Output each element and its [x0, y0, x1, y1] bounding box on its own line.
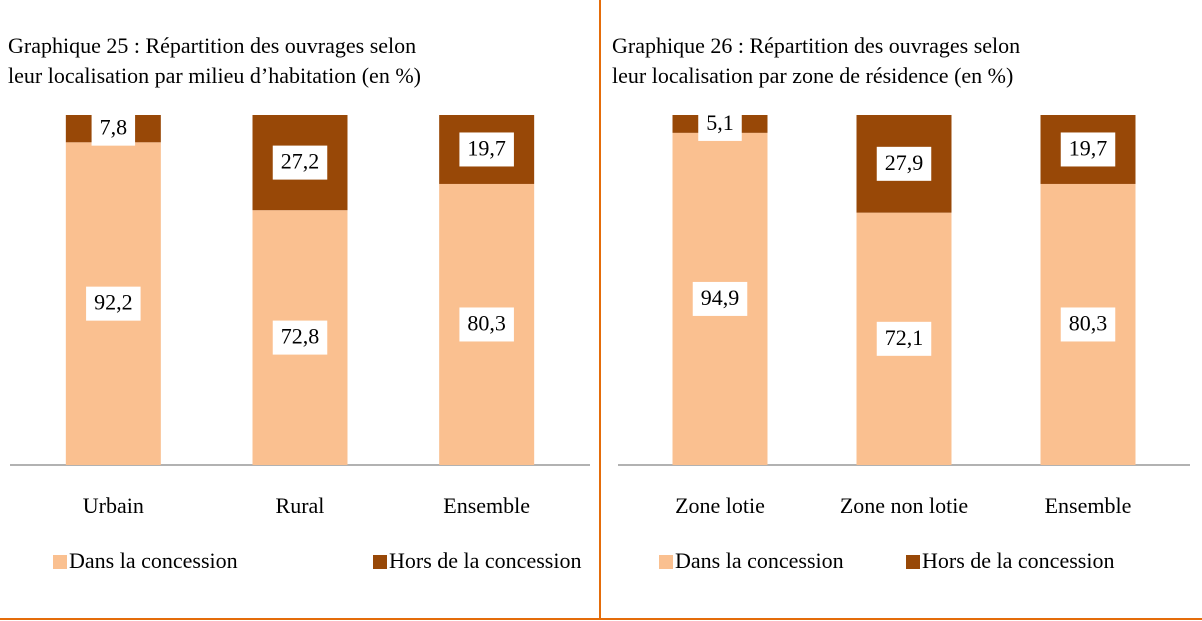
data-label: 7,8 — [100, 115, 128, 140]
label-box — [459, 307, 514, 342]
data-label: 5,1 — [706, 110, 734, 135]
data-label: 27,2 — [281, 149, 320, 174]
label-box — [459, 132, 514, 167]
chart-title: Graphique 25 : Répartition des ouvrages … — [8, 33, 416, 58]
data-label: 72,1 — [885, 325, 924, 350]
data-label: 72,8 — [281, 324, 320, 349]
legend-swatch — [373, 555, 387, 569]
label-box — [272, 320, 328, 355]
legend-label: Hors de la concession — [922, 548, 1114, 573]
label-box — [698, 106, 742, 141]
legend-swatch — [659, 555, 673, 569]
data-label: 92,2 — [94, 290, 133, 315]
data-label: 19,7 — [1069, 136, 1108, 161]
data-label: 19,7 — [467, 136, 506, 161]
chart-title: leur localisation par milieu d’habitatio… — [8, 63, 421, 88]
data-label: 94,9 — [701, 285, 740, 310]
data-label: 80,3 — [467, 311, 506, 336]
label-box — [86, 286, 141, 321]
legend-label: Dans la concession — [69, 548, 238, 573]
data-label: 27,9 — [885, 150, 924, 175]
x-tick-label: Urbain — [83, 493, 144, 518]
label-box — [876, 146, 932, 181]
legend-swatch — [906, 555, 920, 569]
legend-label: Hors de la concession — [389, 548, 581, 573]
label-box — [1060, 132, 1116, 167]
x-tick-label: Rural — [276, 493, 325, 518]
legend-label: Dans la concession — [675, 548, 844, 573]
x-tick-label: Ensemble — [1045, 493, 1132, 518]
label-box — [272, 145, 328, 180]
x-tick-label: Zone lotie — [675, 493, 765, 518]
label-box — [91, 111, 136, 146]
label-box — [1060, 307, 1116, 342]
x-tick-label: Ensemble — [443, 493, 530, 518]
legend-swatch — [53, 555, 67, 569]
data-label: 80,3 — [1069, 311, 1108, 336]
x-tick-label: Zone non lotie — [840, 493, 968, 518]
chart-title: leur localisation par zone de résidence … — [612, 63, 1013, 88]
chart-title: Graphique 26 : Répartition des ouvrages … — [612, 33, 1020, 58]
label-box — [876, 321, 932, 356]
label-box — [692, 281, 748, 316]
